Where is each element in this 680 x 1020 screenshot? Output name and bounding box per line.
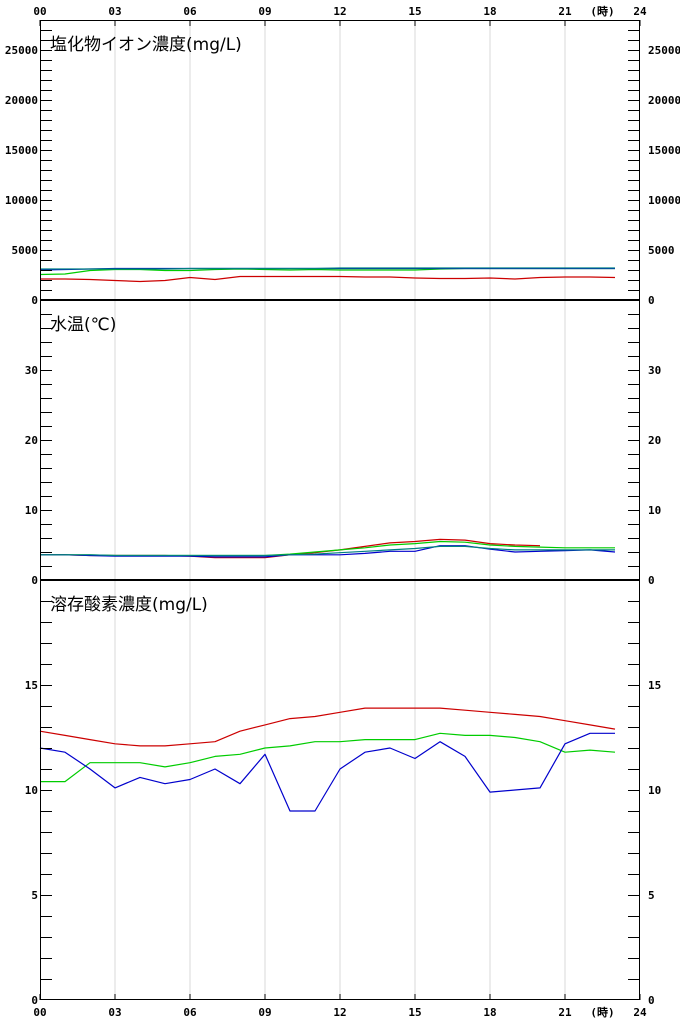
x-tick-label-top: 12 — [333, 5, 346, 18]
panel-2-y-tick-label-left: 20 — [25, 434, 38, 447]
panel-2-y-tick-label-right: 0 — [648, 574, 655, 587]
panel-1-series-line-1 — [40, 275, 616, 283]
panel-3-y-tick-label-right: 15 — [648, 679, 661, 692]
panel-2-y-tick-label-left: 10 — [25, 504, 38, 517]
panel-3-series-line-2 — [40, 732, 616, 783]
panel-3-y-tick-label-left: 5 — [31, 889, 38, 902]
x-tick-label-top: 15 — [408, 5, 421, 18]
panel-1-y-tick-label-left: 5000 — [12, 244, 39, 257]
panel-1-y-tick-label-left: 20000 — [5, 94, 38, 107]
panel-2-series-line-4 — [40, 545, 615, 557]
panel-2-y-tick-label-left: 0 — [31, 574, 38, 587]
panel-1-title: 塩化物イオン濃度(mg/L) — [50, 35, 242, 55]
panel-3-y-tick-label-right: 0 — [648, 994, 655, 1007]
x-tick-label-top: 21 — [558, 5, 572, 18]
x-tick-label-bottom: 06 — [183, 1006, 197, 1019]
x-tick-label-bottom: 00 — [33, 1006, 46, 1019]
axis-layer — [39, 20, 641, 1000]
grid-layer — [114, 20, 566, 1000]
x-tick-label-bottom: 21 — [558, 1006, 572, 1019]
panel-1-y-tick-label-left: 15000 — [5, 144, 38, 157]
panel-1-y-tick-label-right: 10000 — [648, 194, 680, 207]
x-tick-label-bottom: 09 — [258, 1006, 271, 1019]
panel-2-y-tick-label-left: 30 — [25, 364, 38, 377]
hour-unit-label-bottom: (時) — [590, 1005, 614, 1019]
x-tick-label-bottom: 12 — [333, 1006, 346, 1019]
panel-3-title: 溶存酸素濃度(mg/L) — [50, 595, 208, 615]
panel-1-y-tick-label-right: 0 — [648, 294, 655, 307]
x-tick-label-top: 24 — [633, 5, 647, 18]
x-tick-label-top: 00 — [33, 5, 46, 18]
panel-1-y-tick-label-right: 25000 — [648, 44, 680, 57]
x-tick-label-bottom: 03 — [108, 1006, 121, 1019]
panel-3-series-line-3 — [39, 732, 615, 812]
panel-1-y-tick-label-left: 0 — [31, 294, 38, 307]
panel-2-series-line-3 — [40, 545, 616, 558]
panel-2-title: 水温(℃) — [50, 315, 116, 335]
x-tick-label-top: 18 — [483, 5, 496, 18]
panel-3-y-tick-label-right: 10 — [648, 784, 661, 797]
panel-3-y-tick-label-left: 15 — [25, 679, 38, 692]
panel-1-series-line-4 — [40, 267, 615, 270]
panel-3-y-tick-label-right: 5 — [648, 889, 655, 902]
panel-1-y-tick-label-left: 25000 — [5, 44, 38, 57]
panel-2-y-tick-label-right: 30 — [648, 364, 661, 377]
panel-3-y-tick-label-left: 0 — [31, 994, 38, 1007]
x-tick-label-bottom: 24 — [633, 1006, 647, 1019]
panel-1-y-tick-label-left: 10000 — [5, 194, 38, 207]
x-tick-label-top: 06 — [183, 5, 197, 18]
panel-1-y-tick-label-right: 15000 — [648, 144, 680, 157]
panel-3-series-line-1 — [39, 707, 616, 747]
x-tick-label-bottom: 15 — [408, 1006, 421, 1019]
hour-unit-label-top: (時) — [590, 4, 614, 18]
panel-1-y-tick-label-right: 5000 — [648, 244, 675, 257]
x-tick-label-top: 03 — [108, 5, 121, 18]
panel-1-y-tick-label-right: 20000 — [648, 94, 680, 107]
panel-2-y-tick-label-right: 20 — [648, 434, 661, 447]
x-tick-label-bottom: 18 — [483, 1006, 496, 1019]
x-tick-label-top: 09 — [258, 5, 271, 18]
panel-2-y-tick-label-right: 10 — [648, 504, 661, 517]
series-layer — [39, 267, 616, 812]
panel-3-y-tick-label-left: 10 — [25, 784, 38, 797]
